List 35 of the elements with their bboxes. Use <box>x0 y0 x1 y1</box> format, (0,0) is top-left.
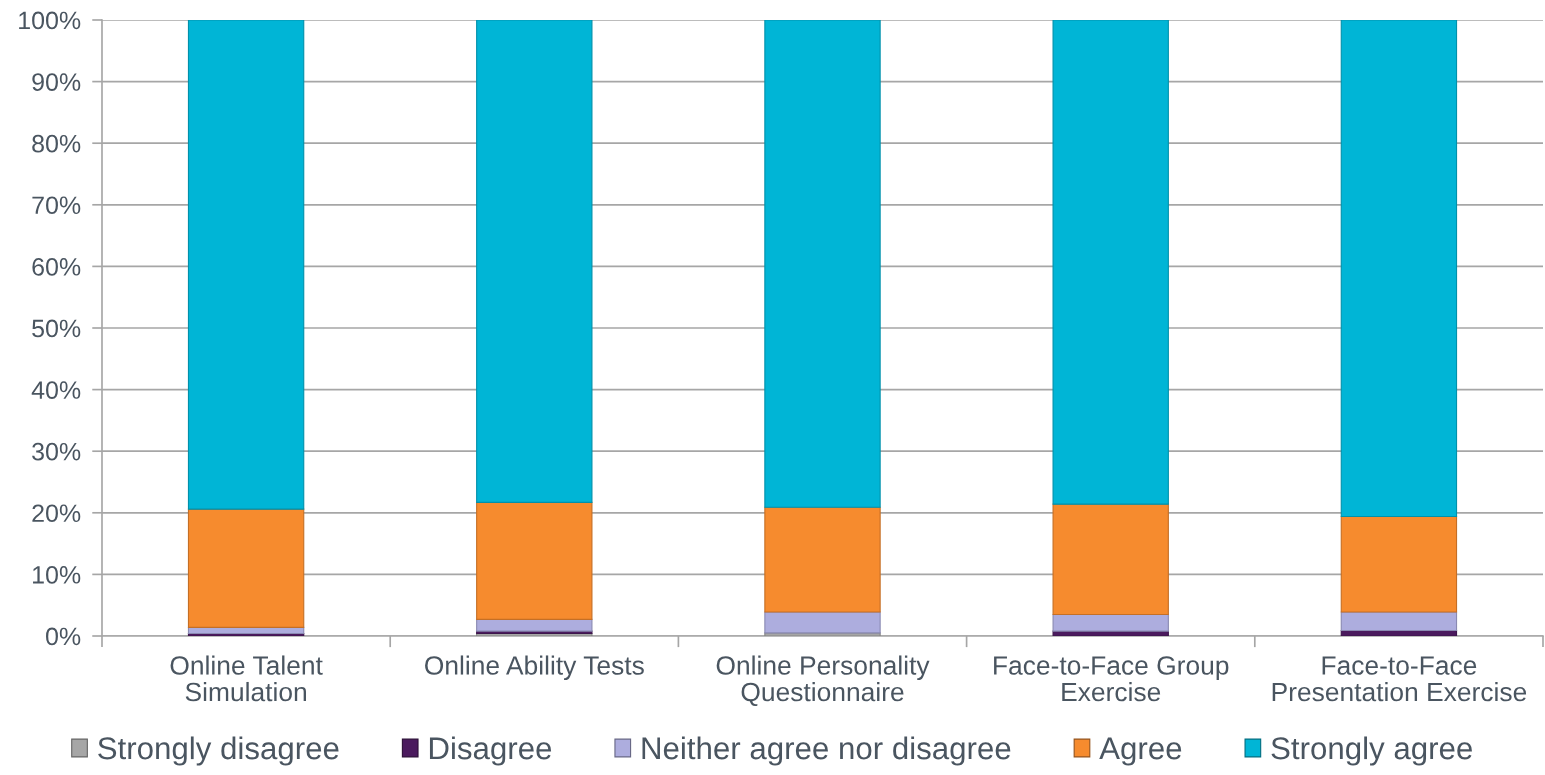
y-tick-label: 50% <box>32 319 81 338</box>
y-tick-label: 40% <box>31 381 81 399</box>
y-tick-label: 60% <box>32 258 81 276</box>
y-tick-label: 70% <box>32 196 81 215</box>
bar <box>187 20 305 510</box>
x-tick-label: Online Ability Tests <box>425 655 644 681</box>
y-tick-label: 10% <box>33 566 81 584</box>
bar <box>1340 20 1458 518</box>
x-tick-label: Online Personality Questionnaire <box>716 655 930 707</box>
bar <box>1052 503 1169 615</box>
legend-label: Neither agree nor disagree <box>642 736 1011 766</box>
legend-label: Agree <box>1099 737 1182 766</box>
x-tick-label: Face-to-Face Presentation Exercise <box>1272 656 1527 702</box>
y-tick-label: 100% <box>19 11 81 30</box>
bar <box>476 501 593 620</box>
x-tick-label: Online Talent Simulation <box>170 655 323 702</box>
legend-label: Strongly agree <box>1271 736 1472 766</box>
bar <box>1052 613 1169 632</box>
bar <box>1052 20 1169 505</box>
bar <box>764 20 881 508</box>
bar <box>476 618 593 632</box>
bar <box>476 20 593 503</box>
bar <box>187 508 305 628</box>
bar <box>1340 515 1458 613</box>
y-tick-label: 20% <box>32 504 81 523</box>
y-tick-label: 0% <box>46 627 81 646</box>
legend-label: Strongly disagree <box>98 736 339 766</box>
bar <box>764 506 881 613</box>
bar <box>1340 611 1458 632</box>
bar <box>764 611 881 634</box>
legend-label: Disagree <box>429 736 552 766</box>
y-tick-label: 80% <box>32 134 81 153</box>
y-tick-label: 30% <box>32 442 81 461</box>
x-tick-label: Face-to-Face Group Exercise <box>994 656 1229 702</box>
y-tick-label: 90% <box>32 73 81 91</box>
